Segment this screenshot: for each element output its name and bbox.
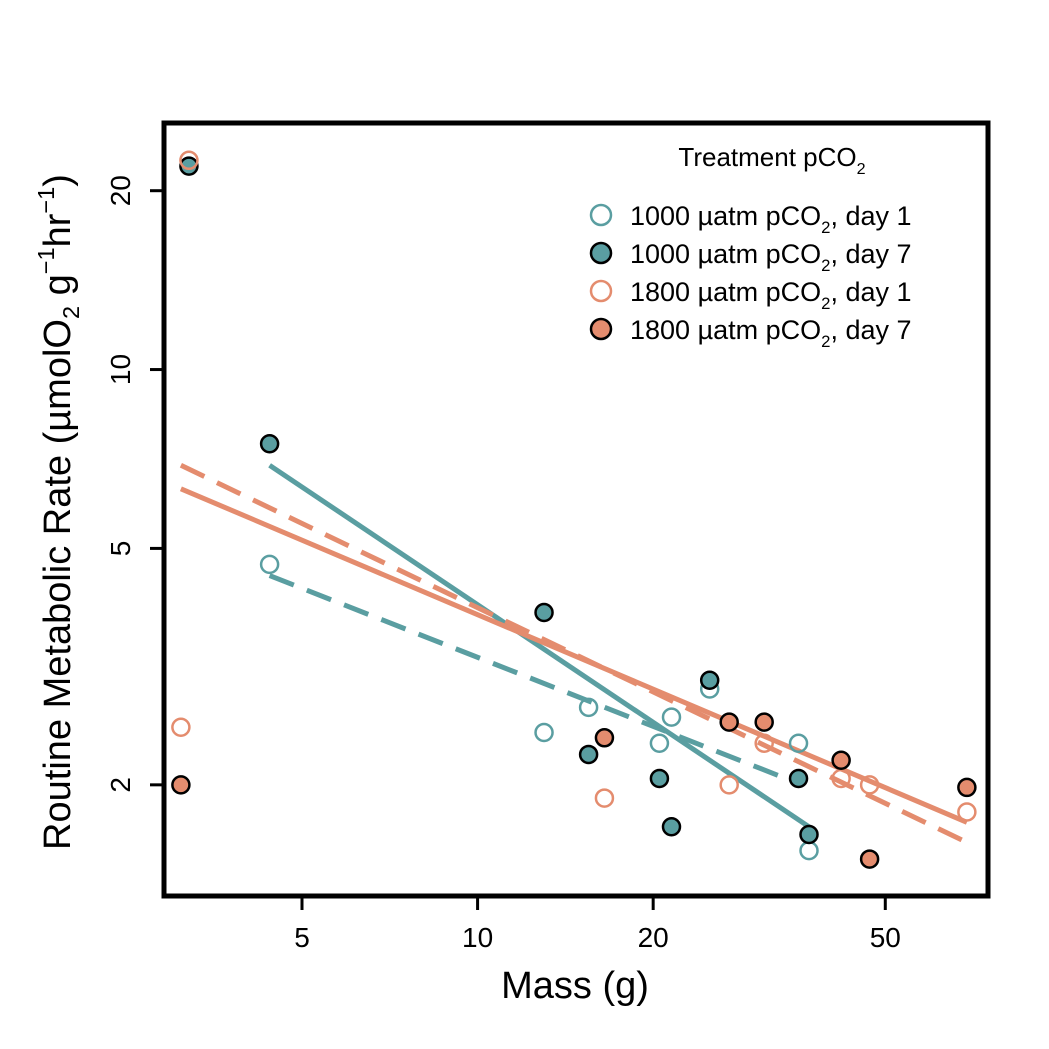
data-point-open	[859, 775, 880, 795]
y-axis: 2 5 10 20	[105, 175, 164, 793]
fit-line-solid	[268, 463, 811, 829]
data-point-open	[754, 733, 774, 753]
data-point-filled	[259, 434, 280, 454]
x-tick-label: 5	[294, 922, 310, 953]
legend-marker	[589, 317, 613, 341]
data-point-open	[179, 150, 199, 171]
data-point-open	[259, 554, 280, 575]
data-point-filled	[957, 777, 977, 798]
y-tick-label: 20	[105, 175, 136, 206]
x-axis-title: Mass (g)	[501, 965, 649, 1007]
data-point-open	[788, 733, 809, 753]
y-tick-label: 2	[105, 777, 136, 793]
data-point-open	[578, 697, 599, 718]
data-point-filled	[699, 670, 720, 690]
data-point-filled	[534, 602, 554, 623]
data-point-open	[171, 717, 191, 738]
x-tick-label: 20	[638, 922, 669, 953]
data-point-open	[534, 722, 554, 743]
data-points	[171, 150, 977, 869]
fit-line-dashed	[179, 463, 968, 845]
data-point-open	[649, 733, 670, 753]
data-point-open	[957, 802, 977, 822]
data-point-filled	[831, 750, 851, 771]
legend-label: 1000 µatm pCO2, day 1	[630, 201, 912, 237]
plot-frame	[161, 120, 991, 899]
fit-lines	[179, 463, 968, 845]
data-point-open	[719, 775, 739, 795]
legend-marker	[589, 203, 613, 227]
data-point-filled	[649, 768, 670, 789]
data-point-filled	[719, 712, 739, 732]
data-point-open	[799, 840, 819, 861]
data-point-filled	[661, 817, 682, 837]
legend-label: 1000 µatm pCO2, day 7	[630, 239, 912, 275]
y-axis-title: Routine Metabolic Rate (µmolO2 g−1hr−1)	[33, 174, 84, 850]
legend-marker	[589, 241, 613, 265]
fit-line-solid	[179, 486, 968, 825]
legend-label: 1800 µatm pCO2, day 1	[630, 277, 912, 313]
data-point-filled	[788, 768, 809, 789]
legend: Treatment pCO2 1000 µatm pCO2, day 11000…	[589, 142, 912, 351]
legend-title: Treatment pCO2	[678, 142, 865, 178]
data-point-filled	[754, 712, 774, 732]
y-tick-label: 5	[105, 541, 136, 557]
x-tick-label: 10	[462, 922, 493, 953]
data-point-filled	[171, 775, 191, 795]
data-point-filled	[179, 156, 199, 176]
x-axis: 5 10 20 50	[294, 896, 901, 953]
data-point-open	[594, 788, 615, 808]
data-point-filled	[859, 849, 880, 869]
y-tick-label: 10	[105, 354, 136, 385]
legend-marker	[589, 279, 613, 303]
data-point-filled	[799, 824, 819, 845]
legend-label: 1800 µatm pCO2, day 7	[630, 315, 912, 351]
x-tick-label: 50	[870, 922, 901, 953]
fit-line-dashed	[268, 573, 803, 788]
data-point-open	[661, 707, 682, 727]
data-point-filled	[594, 728, 615, 748]
data-point-filled	[578, 744, 599, 765]
